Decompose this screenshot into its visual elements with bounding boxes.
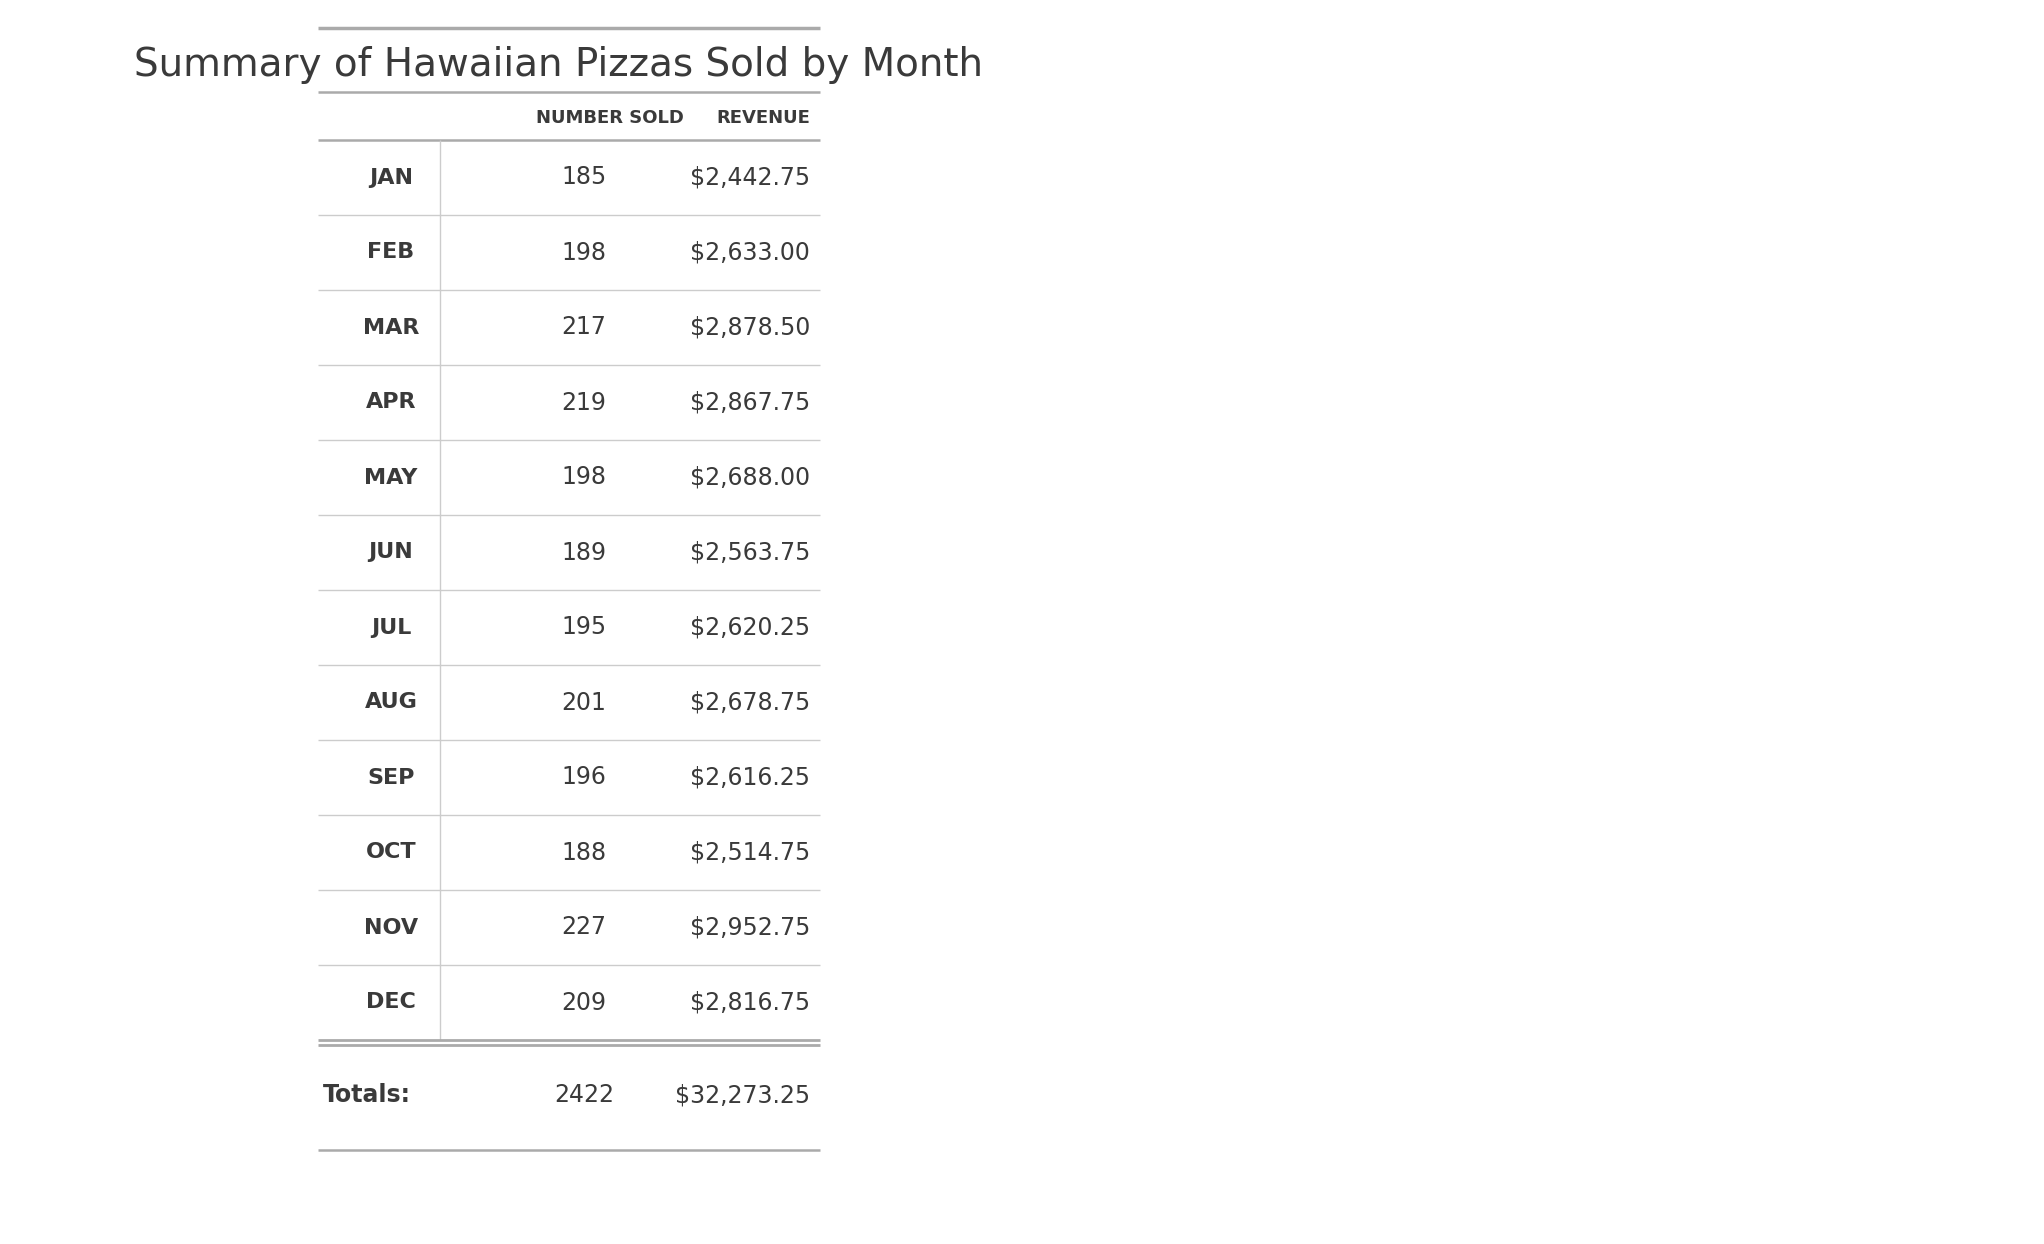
Text: $2,816.75: $2,816.75 — [691, 990, 809, 1015]
Text: 196: 196 — [562, 765, 607, 790]
Text: REVENUE: REVENUE — [715, 109, 809, 127]
Text: DEC: DEC — [366, 993, 415, 1013]
Text: 219: 219 — [562, 391, 607, 414]
Text: Totals:: Totals: — [323, 1084, 411, 1107]
Text: OCT: OCT — [366, 842, 417, 862]
Text: 189: 189 — [562, 540, 607, 565]
Text: NOV: NOV — [364, 918, 419, 938]
Text: $2,616.25: $2,616.25 — [691, 765, 809, 790]
Text: SEP: SEP — [368, 768, 415, 787]
Text: 185: 185 — [562, 165, 607, 189]
Text: $2,952.75: $2,952.75 — [689, 916, 809, 939]
Text: 201: 201 — [562, 690, 607, 714]
Text: APR: APR — [366, 393, 417, 413]
Text: JAN: JAN — [370, 168, 413, 188]
Text: JUN: JUN — [368, 542, 413, 562]
Text: NUMBER SOLD: NUMBER SOLD — [536, 109, 685, 127]
Text: 198: 198 — [562, 240, 607, 265]
Text: $2,867.75: $2,867.75 — [689, 391, 809, 414]
Text: 2422: 2422 — [554, 1084, 613, 1107]
Text: $2,633.00: $2,633.00 — [691, 240, 809, 265]
Text: MAR: MAR — [364, 317, 419, 337]
Text: $2,563.75: $2,563.75 — [689, 540, 809, 565]
Text: $2,442.75: $2,442.75 — [691, 165, 809, 189]
Text: 227: 227 — [562, 916, 607, 939]
Text: 209: 209 — [562, 990, 607, 1015]
Text: MAY: MAY — [364, 468, 417, 488]
Text: 198: 198 — [562, 465, 607, 489]
Text: 195: 195 — [562, 616, 607, 639]
Text: $2,678.75: $2,678.75 — [689, 690, 809, 714]
Text: 188: 188 — [562, 841, 607, 865]
Text: $32,273.25: $32,273.25 — [675, 1084, 809, 1107]
Text: FEB: FEB — [368, 243, 415, 262]
Text: $2,688.00: $2,688.00 — [691, 465, 809, 489]
Text: $2,620.25: $2,620.25 — [691, 616, 809, 639]
Text: $2,514.75: $2,514.75 — [689, 841, 809, 865]
Text: JUL: JUL — [370, 617, 411, 637]
Text: AUG: AUG — [364, 693, 417, 713]
Text: Summary of Hawaiian Pizzas Sold by Month: Summary of Hawaiian Pizzas Sold by Month — [135, 46, 983, 85]
Text: 217: 217 — [562, 316, 607, 340]
Text: $2,878.50: $2,878.50 — [689, 316, 809, 340]
